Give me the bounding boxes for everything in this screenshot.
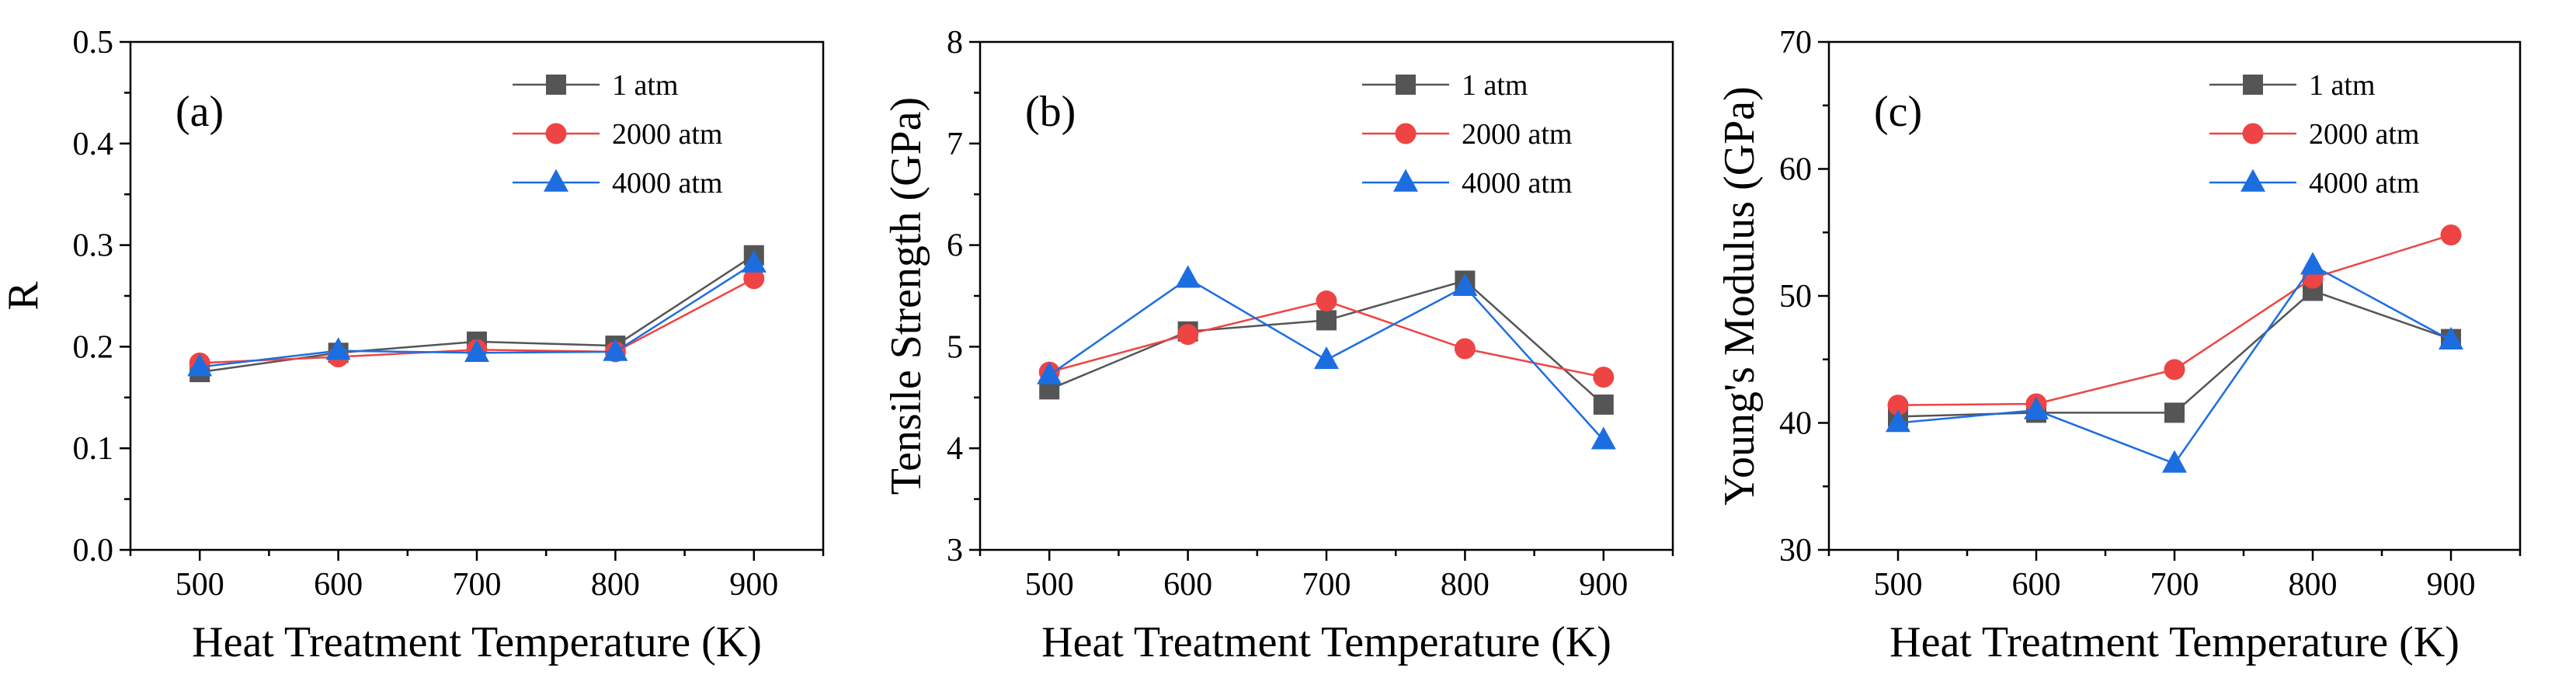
data-point: [1593, 367, 1615, 388]
legend-label: 4000 atm: [612, 167, 722, 200]
panel-label: (b): [1025, 88, 1076, 136]
legend-label: 2000 atm: [2309, 118, 2419, 151]
legend-marker: [1396, 75, 1416, 95]
data-point: [2439, 326, 2463, 349]
legend-marker: [1395, 123, 1417, 144]
legend-entry-3: 4000 atm: [513, 167, 722, 200]
legend-marker: [2242, 123, 2264, 144]
y-tick-label: 50: [1779, 279, 1812, 315]
legend-label: 1 atm: [2309, 69, 2375, 102]
y-tick-label: 3: [947, 533, 963, 569]
y-tick-label: 4: [947, 431, 963, 467]
legend-entry-1: 1 atm: [2209, 69, 2375, 102]
data-point: [2164, 402, 2185, 423]
legend-marker: [2243, 75, 2263, 95]
data-point: [1454, 338, 1476, 360]
y-tick-label: 0.4: [73, 127, 114, 162]
data-point: [603, 338, 628, 361]
x-tick-label: 900: [729, 567, 778, 603]
legend-entry-2: 2000 atm: [1362, 118, 1572, 151]
panel-label: (c): [1874, 88, 1922, 136]
x-tick-label: 900: [2427, 567, 2476, 603]
data-point: [1316, 310, 1337, 331]
y-tick-label: 60: [1779, 152, 1812, 188]
x-tick-label: 800: [1441, 567, 1490, 603]
y-tick-label: 0.3: [73, 228, 114, 264]
data-point: [464, 339, 489, 363]
x-tick-label: 700: [1302, 567, 1351, 603]
data-point: [1037, 361, 1062, 384]
legend-entry-2: 2000 atm: [513, 118, 722, 151]
data-point: [1175, 265, 1201, 288]
y-tick-label: 0.1: [73, 431, 114, 467]
data-point: [743, 268, 765, 290]
data-point: [187, 353, 213, 377]
x-tick-label: 500: [1025, 567, 1074, 603]
legend-entry-1: 1 atm: [513, 69, 678, 102]
data-point: [2162, 450, 2187, 473]
legend-entry-1: 1 atm: [1362, 69, 1528, 102]
x-axis-title: Heat Treatment Temperature (K): [1041, 618, 1611, 666]
x-tick-label: 800: [591, 567, 640, 603]
y-axis-title: Young's Modulus (GPa): [1716, 86, 1764, 506]
legend-marker: [544, 169, 568, 192]
chart-panel-1: 0.0 0.1 0.2 0.3 0.4 0.5 500 600 700 800 900 Heat Tr…: [0, 25, 825, 666]
x-axis-title: Heat Treatment Temperature (K): [1889, 618, 2460, 666]
x-tick-label: 500: [176, 567, 224, 603]
y-axis-title: Tensile Strength (GPa): [882, 97, 930, 495]
y-tick-label: 0.0: [73, 533, 114, 569]
legend-entry-2: 2000 atm: [2209, 118, 2419, 151]
y-tick-label: 0.5: [73, 25, 114, 61]
legend-label: 4000 atm: [1462, 167, 1572, 200]
x-tick-label: 600: [1163, 567, 1212, 603]
chart-panel-3: 30 40 50 60 70 500 600 700 800 900 Heat Treatment …: [1716, 25, 2522, 666]
y-axis-title: R: [0, 281, 47, 311]
data-point: [2024, 396, 2049, 419]
data-point: [1886, 409, 1910, 433]
panel-label: (a): [176, 88, 224, 136]
data-point: [741, 249, 767, 273]
y-tick-label: 5: [947, 329, 963, 365]
legend-label: 2000 atm: [1462, 118, 1572, 151]
y-tick-label: 8: [947, 25, 963, 61]
legend-label: 1 atm: [1462, 69, 1528, 102]
legend-label: 2000 atm: [612, 118, 722, 151]
legend-label: 1 atm: [612, 69, 678, 102]
data-point: [2300, 252, 2325, 275]
x-tick-label: 900: [1579, 567, 1628, 603]
x-tick-label: 700: [2150, 567, 2199, 603]
data-point: [1452, 273, 1478, 296]
x-tick-label: 800: [2289, 567, 2338, 603]
data-point: [325, 337, 351, 360]
data-point: [1314, 346, 1339, 370]
data-point: [1177, 324, 1199, 346]
legend-marker: [2241, 169, 2265, 192]
legend-marker: [546, 75, 566, 95]
data-point: [2440, 224, 2462, 246]
data-point: [2164, 359, 2185, 381]
x-tick-label: 600: [314, 567, 363, 603]
x-tick-label: 600: [2012, 567, 2061, 603]
legend-entry-3: 4000 atm: [1362, 167, 1572, 200]
data-point: [1593, 394, 1614, 415]
x-axis-title: Heat Treatment Temperature (K): [192, 618, 762, 666]
data-point: [1887, 395, 1909, 416]
y-tick-label: 0.2: [73, 329, 114, 365]
x-tick-label: 700: [453, 567, 502, 603]
legend-marker: [1393, 169, 1418, 192]
series-line-1: [1897, 290, 2452, 418]
y-tick-label: 40: [1779, 406, 1812, 442]
x-tick-label: 500: [1874, 567, 1923, 603]
legend-label: 4000 atm: [2309, 167, 2419, 200]
y-tick-label: 30: [1779, 533, 1812, 569]
y-tick-label: 6: [947, 228, 963, 264]
legend-marker: [545, 123, 567, 144]
legend-entry-3: 4000 atm: [2209, 167, 2419, 200]
y-tick-label: 70: [1779, 25, 1812, 61]
y-tick-label: 7: [947, 127, 963, 162]
data-point: [1590, 426, 1616, 450]
chart-panel-2: 3 4 5 6 7 8 500 600 700 800 900 Heat Treatment Temp…: [882, 25, 1674, 666]
data-point: [1316, 290, 1337, 312]
